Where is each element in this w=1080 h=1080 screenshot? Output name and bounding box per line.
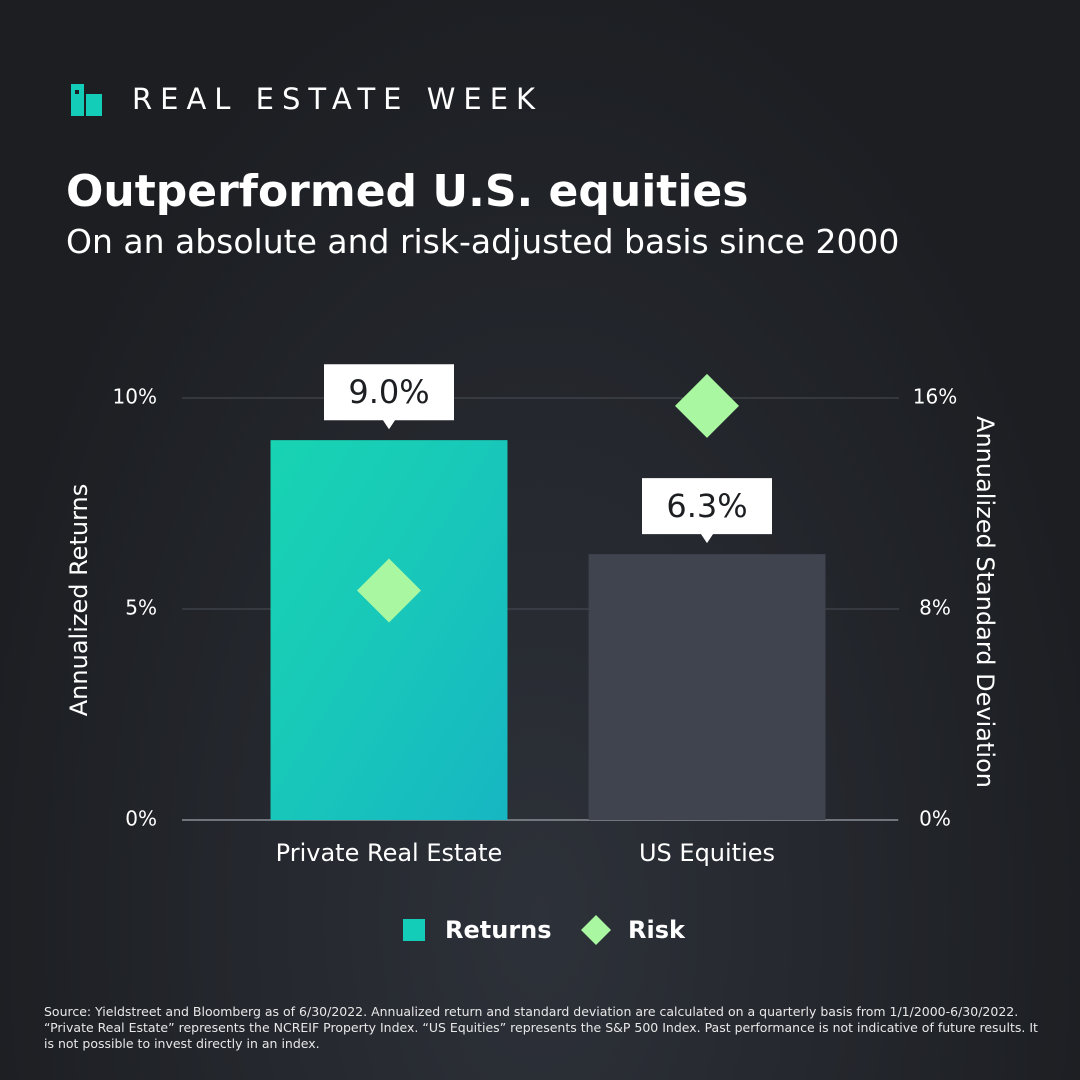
callout: [642, 478, 772, 544]
legend-swatch: [581, 915, 611, 945]
legend-label: Returns: [445, 916, 552, 944]
x-tick-label: Private Real Estate: [276, 839, 503, 867]
chart-subtitle: On an absolute and risk-adjusted basis s…: [66, 222, 900, 261]
legend-label: Risk: [628, 916, 686, 944]
data-label: 6.3%: [666, 487, 747, 525]
callout: [324, 364, 454, 430]
y-tick-label: 0%: [125, 807, 157, 831]
y-axis-title: Annualized Returns: [65, 484, 93, 716]
bar: [588, 554, 826, 820]
y2-tick-label: 0%: [919, 807, 951, 831]
x-tick-label: US Equities: [639, 839, 775, 867]
logo: [71, 84, 102, 116]
risk-marker: [357, 558, 421, 623]
risk-marker: [675, 373, 739, 438]
source-note: Source: Yieldstreet and Bloomberg as of …: [44, 1004, 1038, 1051]
y-tick-label: 10%: [113, 385, 157, 409]
bar-shine: [270, 440, 508, 820]
data-label: 9.0%: [348, 373, 429, 411]
legend-swatch: [403, 919, 425, 941]
y2-tick-label: 8%: [919, 596, 951, 620]
y2-tick-label: 16%: [913, 385, 957, 409]
chart-title: Outperformed U.S. equities: [66, 166, 749, 217]
y-tick-label: 5%: [125, 596, 157, 620]
brand: REAL ESTATE WEEK: [132, 82, 544, 116]
y2-axis-title: Annualized Standard Deviation: [971, 416, 999, 788]
